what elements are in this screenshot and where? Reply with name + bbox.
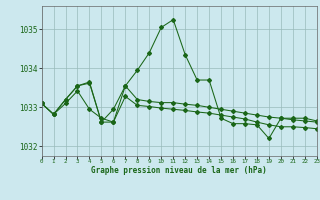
X-axis label: Graphe pression niveau de la mer (hPa): Graphe pression niveau de la mer (hPa) xyxy=(91,166,267,175)
